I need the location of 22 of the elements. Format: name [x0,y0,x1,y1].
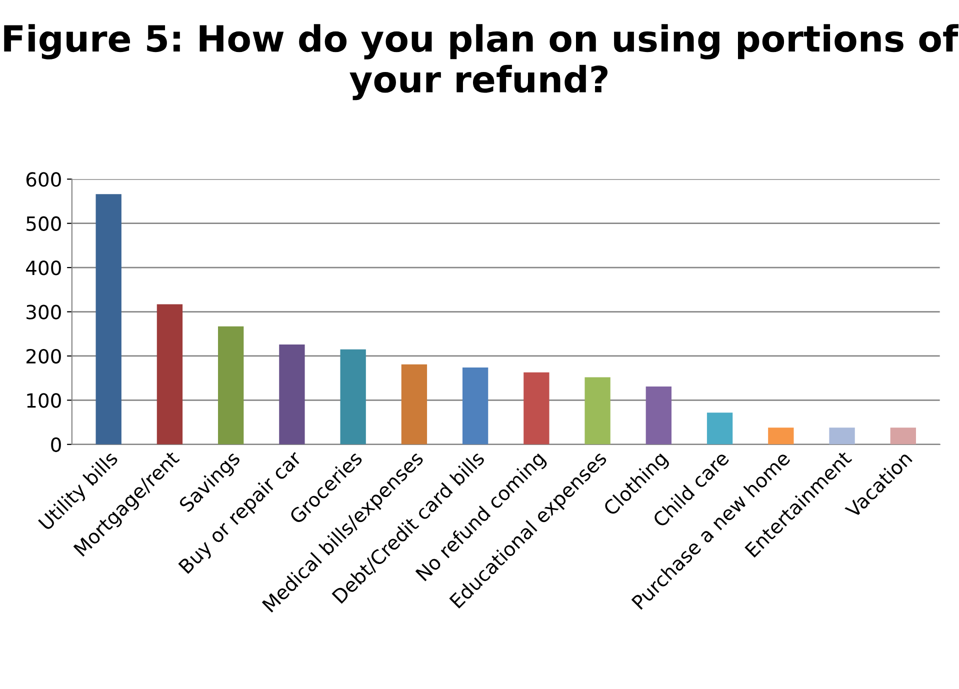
bar [890,428,916,444]
bar [524,372,550,444]
bar [401,364,428,444]
y-tick-label: 300 [26,304,61,320]
bar [768,428,794,444]
bar [584,377,610,444]
bar [218,326,244,444]
bar [462,367,488,444]
y-tick-label: 500 [26,216,61,232]
y-tick-label: 100 [27,393,61,408]
bar [96,194,122,444]
y-tick-label: 200 [26,348,61,364]
chart-title: Figure 5: How do you plan on using portions of your refund? [4,24,958,100]
y-tick-label: 400 [26,260,61,276]
bar [646,386,672,444]
bar [156,304,183,444]
y-tick-label: 0 [51,437,61,452]
bar [829,428,855,444]
y-tick-label: 600 [26,172,61,187]
bar [340,349,366,444]
bar [706,412,733,444]
bar [279,344,305,444]
